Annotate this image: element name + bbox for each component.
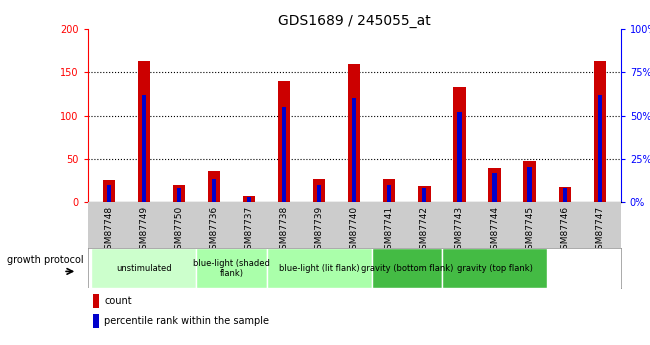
Text: gravity (bottom flank): gravity (bottom flank)	[361, 264, 453, 273]
Text: GSM87747: GSM87747	[595, 206, 604, 255]
Bar	[196, 248, 266, 288]
Text: GSM87741: GSM87741	[385, 206, 394, 255]
Bar	[243, 196, 255, 202]
Bar	[422, 188, 426, 202]
Bar	[208, 171, 220, 202]
Text: GSM87740: GSM87740	[350, 206, 359, 255]
Text: growth protocol: growth protocol	[7, 255, 84, 265]
Text: GSM87748: GSM87748	[104, 206, 113, 255]
Bar	[453, 87, 465, 202]
Bar	[372, 248, 442, 288]
Text: blue-light (shaded
flank): blue-light (shaded flank)	[193, 258, 270, 278]
Bar	[278, 81, 291, 202]
Title: GDS1689 / 245055_at: GDS1689 / 245055_at	[278, 14, 430, 28]
Bar	[93, 314, 99, 328]
Bar	[527, 167, 532, 202]
Text: GSM87744: GSM87744	[490, 206, 499, 255]
Bar	[142, 95, 146, 202]
Bar	[173, 186, 185, 202]
Text: GSM87743: GSM87743	[455, 206, 464, 255]
Bar	[91, 248, 196, 288]
Bar	[387, 185, 391, 202]
Text: GSM87746: GSM87746	[560, 206, 569, 255]
Bar	[488, 168, 500, 202]
Text: gravity (top flank): gravity (top flank)	[456, 264, 532, 273]
Bar	[93, 294, 99, 308]
Bar	[562, 188, 567, 202]
Bar	[442, 248, 547, 288]
Bar	[348, 64, 360, 202]
Text: blue-light (lit flank): blue-light (lit flank)	[279, 264, 359, 273]
Bar	[418, 186, 430, 202]
Text: GSM87738: GSM87738	[280, 206, 289, 255]
Bar	[313, 179, 325, 202]
Text: unstimulated: unstimulated	[116, 264, 172, 273]
Text: GSM87737: GSM87737	[244, 206, 254, 255]
Bar	[107, 185, 111, 202]
Text: percentile rank within the sample: percentile rank within the sample	[104, 316, 269, 326]
Bar	[352, 98, 356, 202]
Text: GSM87742: GSM87742	[420, 206, 429, 255]
Text: GSM87745: GSM87745	[525, 206, 534, 255]
Text: GSM87750: GSM87750	[174, 206, 183, 255]
Text: GSM87749: GSM87749	[139, 206, 148, 255]
Bar	[317, 185, 321, 202]
Bar	[247, 197, 251, 202]
Bar	[523, 161, 536, 202]
Bar	[558, 187, 571, 202]
Text: GSM87736: GSM87736	[209, 206, 218, 255]
Bar	[458, 112, 461, 202]
Text: count: count	[104, 296, 132, 306]
Bar	[282, 107, 286, 202]
Bar	[493, 172, 497, 202]
Bar	[384, 179, 395, 202]
Bar	[597, 95, 602, 202]
Bar	[212, 179, 216, 202]
Bar	[103, 180, 115, 202]
Bar	[138, 61, 150, 202]
Bar	[177, 188, 181, 202]
Bar	[593, 61, 606, 202]
Text: GSM87739: GSM87739	[315, 206, 324, 255]
Bar	[266, 248, 372, 288]
